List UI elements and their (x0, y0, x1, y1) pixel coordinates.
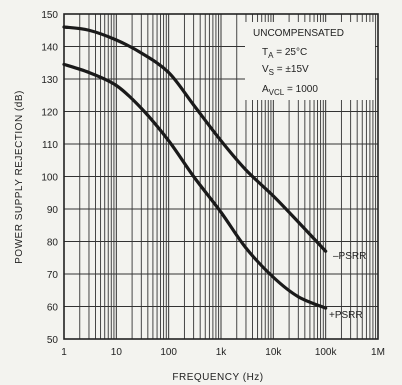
annotation-box (245, 22, 375, 100)
x-axis-ticks: 1 10 100 1k 10k 100k 1M (61, 347, 385, 358)
plot-frame (63, 13, 379, 340)
y-tick-label: 110 (42, 140, 58, 151)
series-group (62, 25, 328, 310)
x-tick-label: 10k (265, 347, 282, 358)
y-tick-label: 140 (41, 43, 58, 54)
x-tick-label: 1k (216, 347, 228, 358)
y-tick-label: 70 (47, 270, 59, 281)
y-axis-ticks: 50 60 70 80 90 100 110 120 130 140 150 (41, 10, 58, 346)
x-axis-label: FREQUENCY (Hz) (172, 372, 263, 383)
y-tick-label: 50 (47, 335, 59, 346)
annotation-ta: TA = 25°C (262, 47, 307, 60)
x-tick-label: 1 (61, 347, 67, 358)
annotation-title: UNCOMPENSATED (253, 28, 344, 39)
y-axis-label: POWER SUPPLY REJECTION (dB) (14, 90, 25, 264)
series-label-pos-psrr: +PSRR (329, 310, 363, 321)
y-tick-label: 90 (47, 205, 59, 216)
series-pos-psrr (62, 62, 328, 310)
y-tick-label: 130 (41, 75, 58, 86)
annotation-vs: VS = ±15V (262, 64, 309, 77)
y-tick-label: 60 (47, 303, 59, 314)
grid (63, 13, 378, 340)
x-tick-label: 1M (371, 347, 385, 358)
y-tick-label: 120 (41, 108, 58, 119)
x-tick-label: 10 (111, 347, 123, 358)
annotation-avcl: AVCL = 1000 (262, 84, 318, 97)
series-label-neg-psrr: –PSRR (333, 251, 366, 262)
series-neg-psrr (62, 25, 328, 253)
x-tick-label: 100k (315, 347, 338, 358)
x-tick-label: 100 (160, 347, 177, 358)
y-tick-label: 80 (47, 238, 59, 249)
y-tick-label: 100 (41, 173, 58, 184)
y-tick-label: 150 (41, 10, 58, 21)
